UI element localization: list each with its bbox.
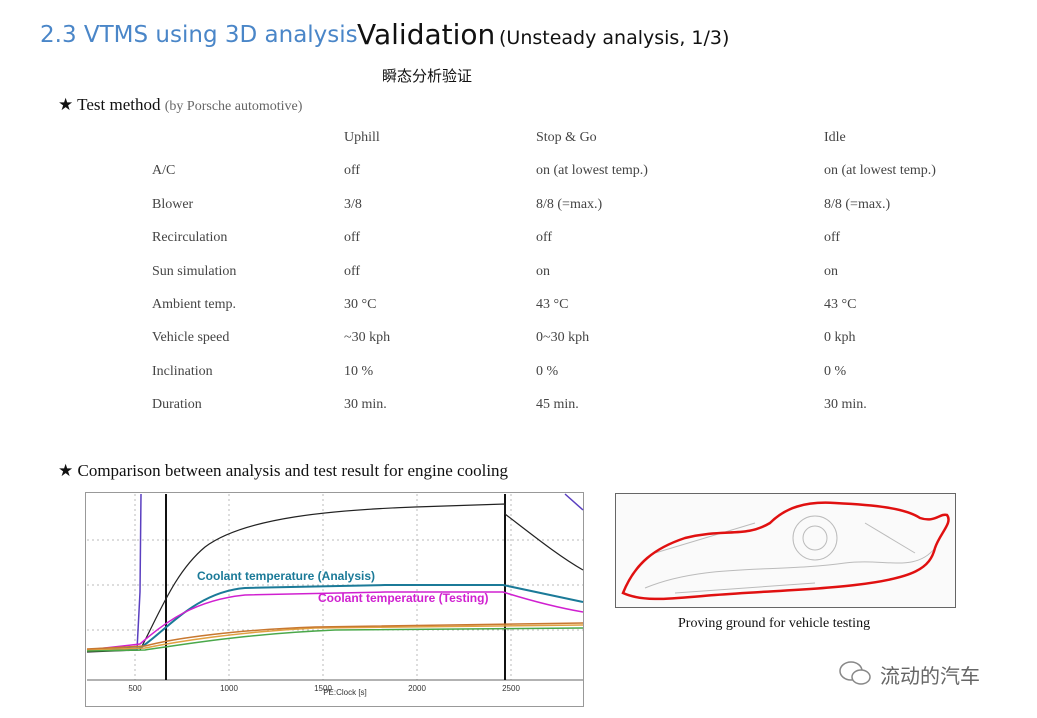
cooling-chart: Coolant temperature (Analysis) Coolant t… (85, 492, 584, 707)
section-heading: ★ Comparison between analysis and test r… (58, 461, 509, 480)
section-heading: ★ Test method (by Porsche automotive) (58, 95, 302, 115)
x-tick-label: 2000 (408, 684, 426, 693)
table-cell: on (536, 263, 550, 279)
table-cell: 43 °C (824, 297, 857, 312)
table-cell: off (344, 263, 361, 279)
table-cell: 30 min. (824, 397, 867, 413)
table-cell: 0~30 kph (536, 330, 590, 346)
table-cell: 45 min. (536, 397, 579, 413)
table-cell: off (536, 230, 553, 246)
map-caption: Proving ground for vehicle testing (678, 616, 871, 631)
table-cell: off (824, 230, 841, 246)
slide-subtitle: (Unsteady analysis, 1/3) (499, 27, 730, 49)
curves (86, 493, 584, 653)
x-tick-label: 500 (128, 684, 142, 693)
x-tick-label: 1500 (314, 684, 332, 693)
annotation-testing: Coolant temperature (Testing) (318, 591, 488, 605)
table-cell: 0 % (536, 363, 559, 379)
watermark-icon (839, 661, 871, 685)
table-cell: off (344, 230, 361, 246)
column-header: Uphill (344, 130, 380, 145)
x-axis-label: PE:Clock [s] (323, 688, 367, 697)
table-cell: 43 °C (536, 297, 569, 312)
row-label: Ambient temp. (152, 297, 236, 312)
watermark: 流动的汽车 (880, 664, 980, 688)
table-cell: 0 kph (824, 330, 856, 346)
proving-ground-map (615, 493, 956, 608)
row-label: Duration (152, 397, 202, 413)
row-label: Sun simulation (152, 263, 237, 279)
table-cell: 10 % (344, 363, 374, 379)
table-cell: on (at lowest temp.) (536, 163, 648, 179)
table-cell: 30 min. (344, 397, 387, 413)
x-ticks: 500 1000 1500 2000 2500 (128, 684, 520, 693)
row-label: Recirculation (152, 230, 228, 246)
chinese-subtitle: 瞬态分析验证 (382, 67, 473, 85)
annotation-analysis: Coolant temperature (Analysis) (197, 569, 375, 583)
row-label: A/C (152, 163, 176, 179)
table-cell: 30 °C (344, 297, 377, 312)
table-cell: ~30 kph (344, 330, 391, 346)
x-tick-label: 2500 (502, 684, 520, 693)
chart-frame (85, 492, 584, 707)
slide-title: Validation (357, 18, 496, 51)
heading-source: (by Porsche automotive) (164, 99, 303, 114)
table-cell: on (824, 263, 838, 279)
table-cell: 0 % (824, 363, 847, 379)
row-label: Vehicle speed (152, 330, 230, 346)
table-cell: on (at lowest temp.) (824, 163, 936, 179)
x-tick-label: 1000 (220, 684, 238, 693)
heading-text: ★ Test method (58, 95, 161, 114)
table-cell: 8/8 (=max.) (536, 196, 603, 212)
column-header: Stop & Go (536, 130, 597, 145)
row-label: Blower (152, 196, 194, 212)
table-cell: 8/8 (=max.) (824, 196, 891, 212)
table-cell: 3/8 (344, 196, 362, 212)
column-header: Idle (824, 130, 846, 145)
row-label: Inclination (152, 363, 213, 379)
section-number-title: 2.3 VTMS using 3D analysis (40, 22, 358, 48)
table-cell: off (344, 163, 361, 179)
